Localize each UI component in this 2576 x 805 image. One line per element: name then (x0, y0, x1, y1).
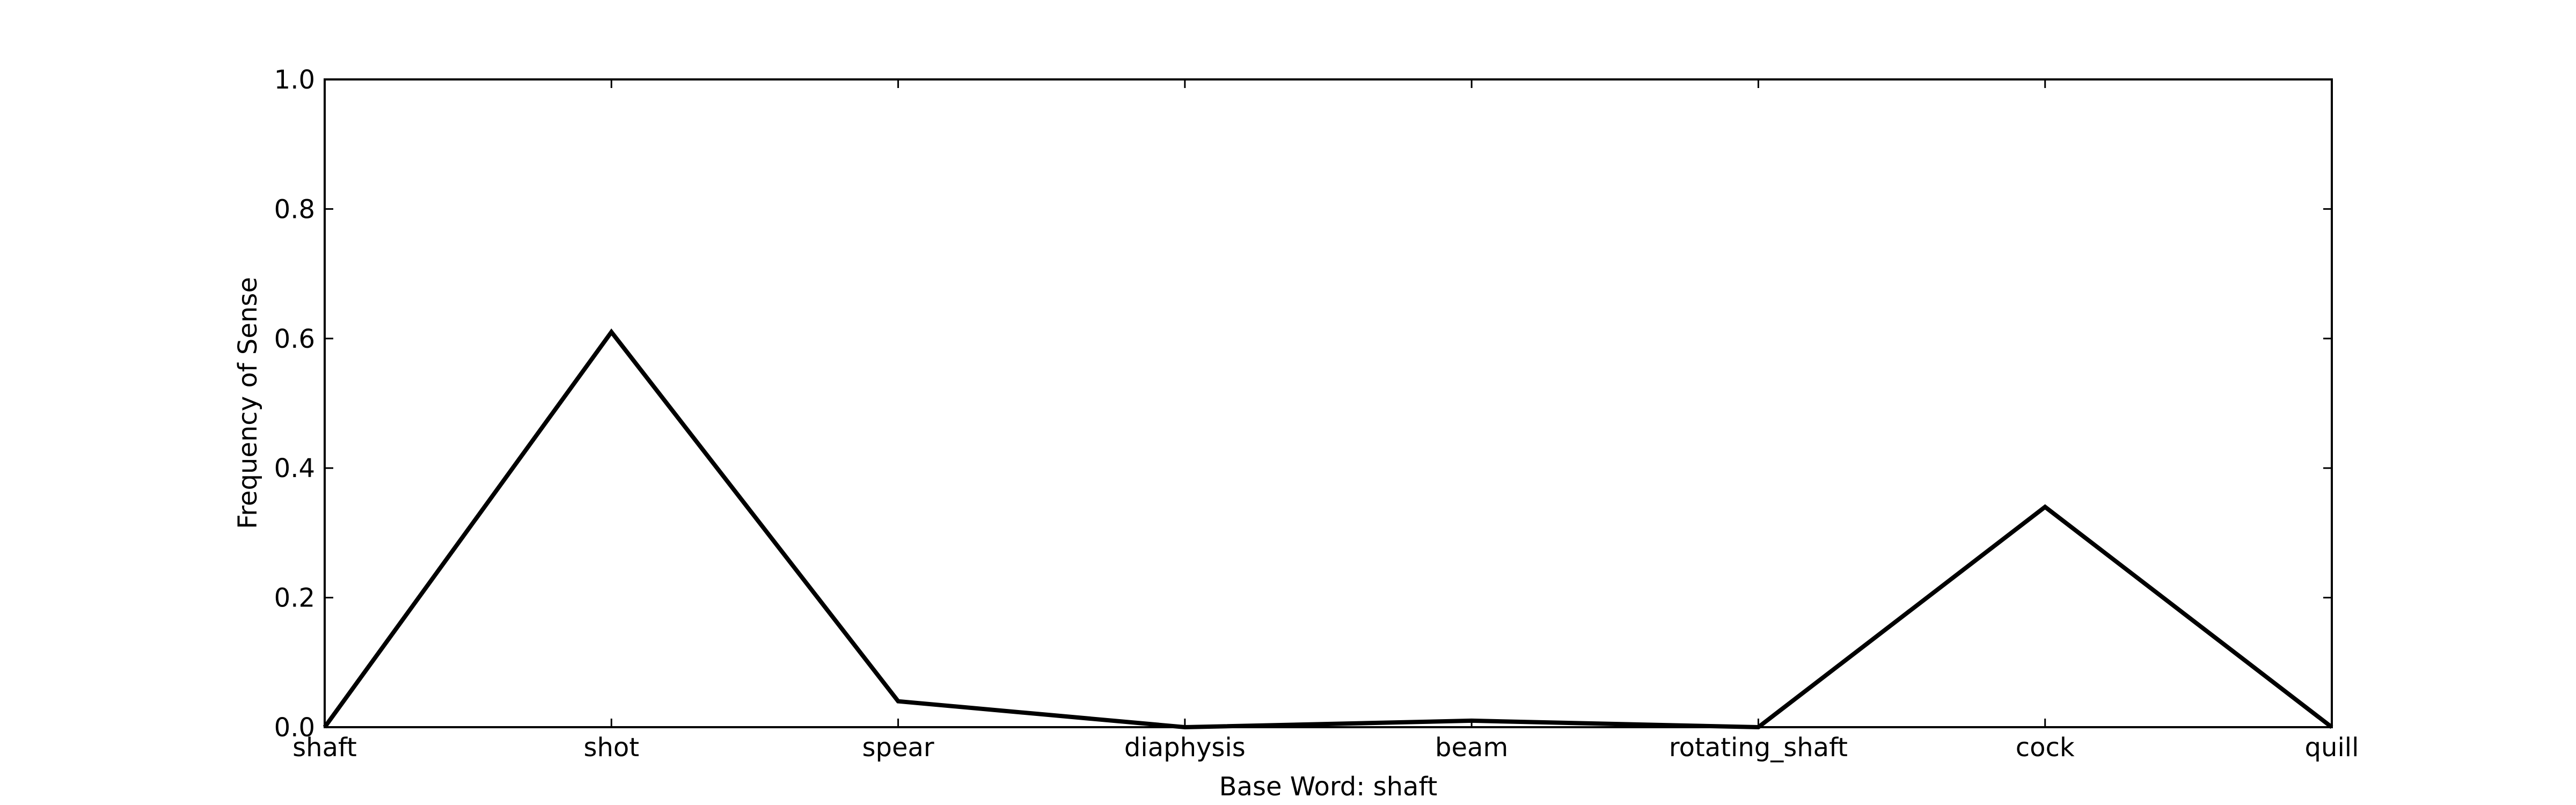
y-tick-label: 0.6 (274, 324, 315, 354)
plot-frame (324, 78, 2333, 728)
series-line-0 (323, 328, 2333, 730)
x-tick-label: shot (583, 733, 639, 763)
y-axis-ticks (325, 78, 2332, 728)
y-tick-label: 0.8 (274, 194, 315, 224)
series-layer (323, 328, 2333, 730)
y-tick-label: 0.2 (274, 583, 315, 613)
x-tick-label: rotating_shaft (1669, 733, 1848, 763)
plot-area (323, 78, 2333, 730)
x-axis-label: Base Word: shaft (1219, 772, 1438, 802)
data-point (1184, 727, 1185, 728)
x-tick-label: diaphysis (1124, 733, 1246, 763)
x-axis-ticks (324, 79, 2333, 727)
x-tick-label: spear (862, 733, 934, 763)
x-tick-label: beam (1435, 733, 1508, 763)
y-tick-label: 1.0 (274, 65, 315, 95)
data-point (1758, 727, 1759, 728)
y-tick-label: 0.0 (274, 713, 315, 743)
y-axis-label: Frequency of Sense (233, 277, 263, 529)
y-axis-tick-labels: 0.0 0.2 0.4 0.6 0.8 1.0 (274, 65, 315, 743)
x-axis-tick-labels: shaft shot spear diaphysis beam rotating_shaf… (292, 733, 2359, 763)
x-tick-label: cock (2016, 733, 2075, 763)
x-tick-label: quill (2305, 733, 2359, 763)
y-tick-label: 0.4 (274, 453, 315, 484)
x-tick-label: shaft (292, 733, 357, 763)
